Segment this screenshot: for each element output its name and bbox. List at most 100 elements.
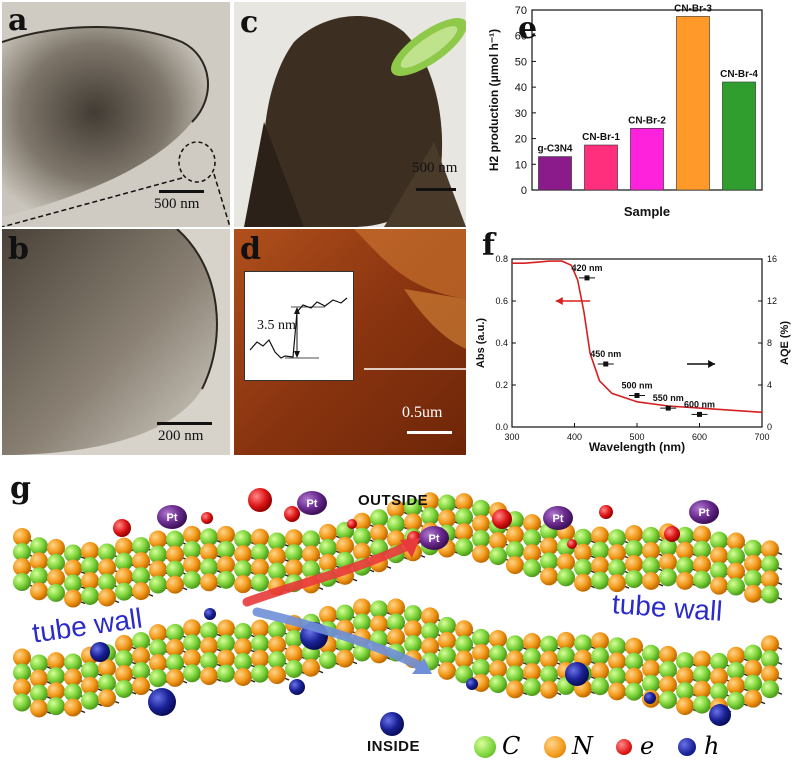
pt-label: Pt — [167, 512, 178, 524]
carbon-atom — [642, 556, 660, 575]
carbon-atom — [200, 622, 218, 641]
carbon-atom — [744, 539, 762, 558]
nitrogen-atom — [149, 560, 167, 579]
nitrogen-atom — [353, 512, 371, 531]
electron — [567, 539, 577, 549]
nitrogen-atom — [693, 680, 711, 699]
pt-label: Pt — [429, 533, 440, 545]
nitrogen-atom — [251, 558, 269, 577]
carbon-atom — [81, 661, 99, 680]
nitrogen-atom — [591, 526, 609, 545]
tem-a-graphic — [2, 2, 230, 227]
carbon-atom — [523, 648, 541, 667]
nitrogen-atom — [183, 619, 201, 638]
electron — [201, 512, 213, 524]
carbon-atom — [64, 574, 82, 593]
y-tick-label-left: 0.0 — [495, 422, 508, 432]
carbon-atom — [183, 540, 201, 559]
nitrogen-atom — [404, 620, 422, 639]
scale-bar-a — [159, 190, 204, 193]
carbon-atom — [693, 570, 711, 589]
carbon-atom — [489, 547, 507, 566]
nitrogen-atom — [30, 552, 48, 571]
nitrogen-atom — [744, 554, 762, 573]
carbon-atom — [217, 540, 235, 559]
y-axis-title-left: Abs (a.u.) — [475, 318, 487, 368]
nitrogen-atom — [47, 568, 65, 587]
nitrogen-atom — [625, 525, 643, 544]
nitrogen-atom — [523, 633, 541, 652]
carbon-atom — [693, 695, 711, 714]
nitrogen-atom — [166, 638, 184, 657]
nitrogen-atom — [387, 500, 405, 519]
carbon-atom — [166, 653, 184, 672]
abs-aqe-chart: 300 400 500 600 700 0.0 0.2 0.4 0.6 0.8 0 4 8 12 16 420… — [475, 254, 791, 454]
carbon-atom — [659, 568, 677, 587]
carbon-atom — [319, 650, 337, 669]
nitrogen-atom — [438, 661, 456, 680]
bar-CN-Br-2 — [630, 127, 664, 191]
carbon-atom — [727, 661, 745, 680]
carbon-atom — [472, 628, 490, 647]
nitrogen-atom — [268, 636, 286, 655]
nitrogen-atom — [676, 541, 694, 560]
nitrogen-atom — [574, 543, 592, 562]
carbon-atom — [659, 538, 677, 557]
nitrogen-atom — [642, 659, 660, 678]
scale-bar-d — [407, 431, 452, 434]
nitrogen-atom — [64, 668, 82, 687]
nitrogen-atom — [693, 525, 711, 544]
nitrogen-atom — [319, 523, 337, 542]
electron — [113, 519, 131, 537]
y-tick-label: 10 — [515, 159, 527, 171]
scale-label-a: 500 nm — [154, 196, 200, 212]
nitrogen-atom — [285, 559, 303, 578]
scale-label-c: 500 nm — [412, 160, 458, 176]
carbon-atom — [404, 498, 422, 517]
x-axis-title: Wavelength (nm) — [589, 440, 685, 454]
carbon-atom — [472, 529, 490, 548]
y-tick-label-right: 8 — [767, 338, 772, 348]
carbon-atom — [30, 654, 48, 673]
carbon-atom — [744, 644, 762, 663]
nitrogen-atom — [744, 689, 762, 708]
nitrogen-atom — [455, 523, 473, 542]
nitrogen-atom — [744, 659, 762, 678]
carbon-atom — [625, 682, 643, 701]
carbon-atom — [13, 663, 31, 682]
carbon-atom — [302, 560, 320, 579]
aqe-point-label: 550 nm — [653, 393, 684, 403]
carbon-atom — [608, 559, 626, 578]
carbon-atom — [557, 646, 575, 665]
nitrogen-atom — [710, 576, 728, 595]
carbon-atom — [710, 652, 728, 671]
carbon-atom — [642, 644, 660, 663]
carbon-atom — [166, 530, 184, 549]
nitrogen-atom — [132, 647, 150, 666]
bar-CN-Br-4 — [722, 81, 756, 191]
carbon-atom — [268, 621, 286, 640]
carbon-atom — [217, 634, 235, 653]
schematic-legend: C N e h — [464, 732, 794, 762]
nitrogen-atom — [370, 524, 388, 543]
carbon-atom — [81, 691, 99, 710]
bar-CN-Br-3 — [676, 16, 710, 191]
carbon-atom — [761, 680, 779, 699]
carbon-atom — [523, 529, 541, 548]
nitrogen-atom — [727, 532, 745, 551]
carbon-atom — [744, 674, 762, 693]
nitrogen-atom — [608, 574, 626, 593]
nitrogen-atom — [438, 509, 456, 528]
nitrogen-atom — [472, 643, 490, 662]
bar-g-C3N4 — [538, 156, 572, 191]
scale-bar-c — [416, 188, 456, 191]
y-tick-label-left: 0.8 — [495, 254, 508, 264]
y-tick-label: 40 — [515, 82, 527, 94]
electron-transfer-arrow — [242, 539, 417, 607]
aqe-point — [697, 411, 702, 417]
panel-label-g: g — [10, 471, 31, 506]
x-tick-label: 700 — [754, 432, 769, 442]
nitrogen-atom — [30, 582, 48, 601]
carbon-atom — [268, 651, 286, 670]
bar-label: CN-Br-2 — [628, 115, 666, 126]
